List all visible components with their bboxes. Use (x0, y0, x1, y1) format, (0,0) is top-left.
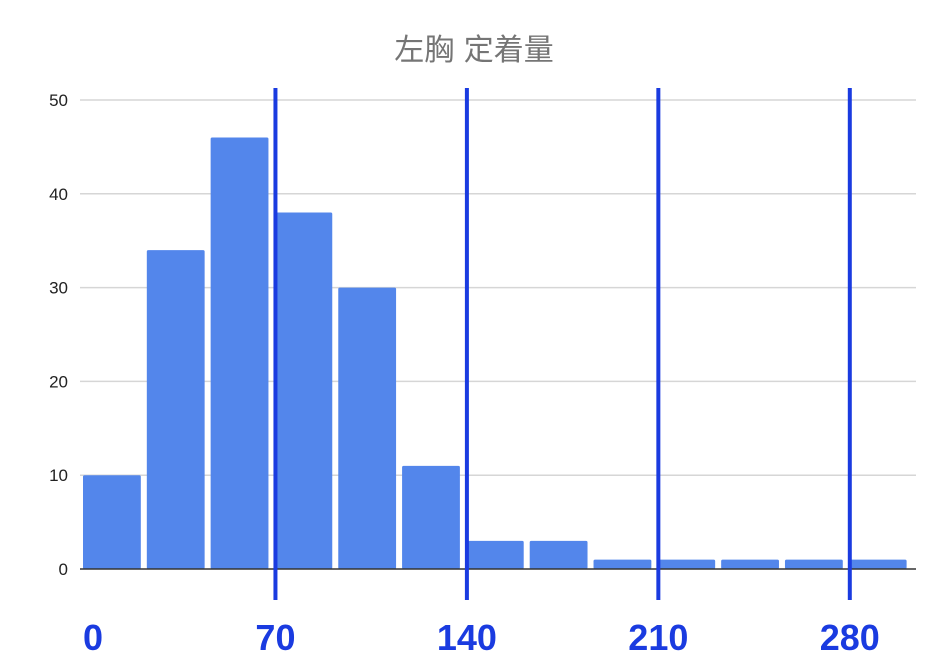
x-tick-label: 280 (820, 617, 880, 658)
histogram-bar (146, 250, 205, 569)
histogram-bar (83, 475, 141, 569)
histogram-bar (402, 465, 460, 569)
histogram-bar (593, 559, 652, 569)
y-tick-label: 40 (49, 185, 68, 204)
histogram-bar (784, 559, 843, 569)
x-tick-label: 0 (83, 617, 103, 658)
y-tick-label: 0 (59, 560, 68, 579)
x-tick-label: 140 (437, 617, 497, 658)
histogram-bar (338, 287, 397, 569)
x-axis-ticks: 0 70 140 210 280 (83, 617, 880, 658)
y-axis-ticks: 0 10 20 30 40 50 (49, 91, 68, 579)
histogram-bar (465, 540, 524, 569)
gridlines (80, 99, 916, 476)
y-tick-label: 50 (49, 91, 68, 110)
histogram-bar (721, 559, 779, 569)
y-tick-label: 20 (49, 372, 68, 391)
x-tick-label: 70 (255, 617, 295, 658)
histogram-bar (848, 559, 907, 569)
histogram-bar (274, 212, 333, 569)
y-tick-label: 30 (49, 279, 68, 298)
y-tick-label: 10 (49, 466, 68, 485)
x-tick-label: 210 (628, 617, 688, 658)
marker-lines (273, 88, 852, 600)
bars (83, 137, 907, 569)
chart-title: 左胸 定着量 (394, 33, 554, 68)
histogram-bar (529, 540, 588, 569)
histogram-bar (657, 559, 716, 569)
histogram-bar (210, 137, 269, 569)
